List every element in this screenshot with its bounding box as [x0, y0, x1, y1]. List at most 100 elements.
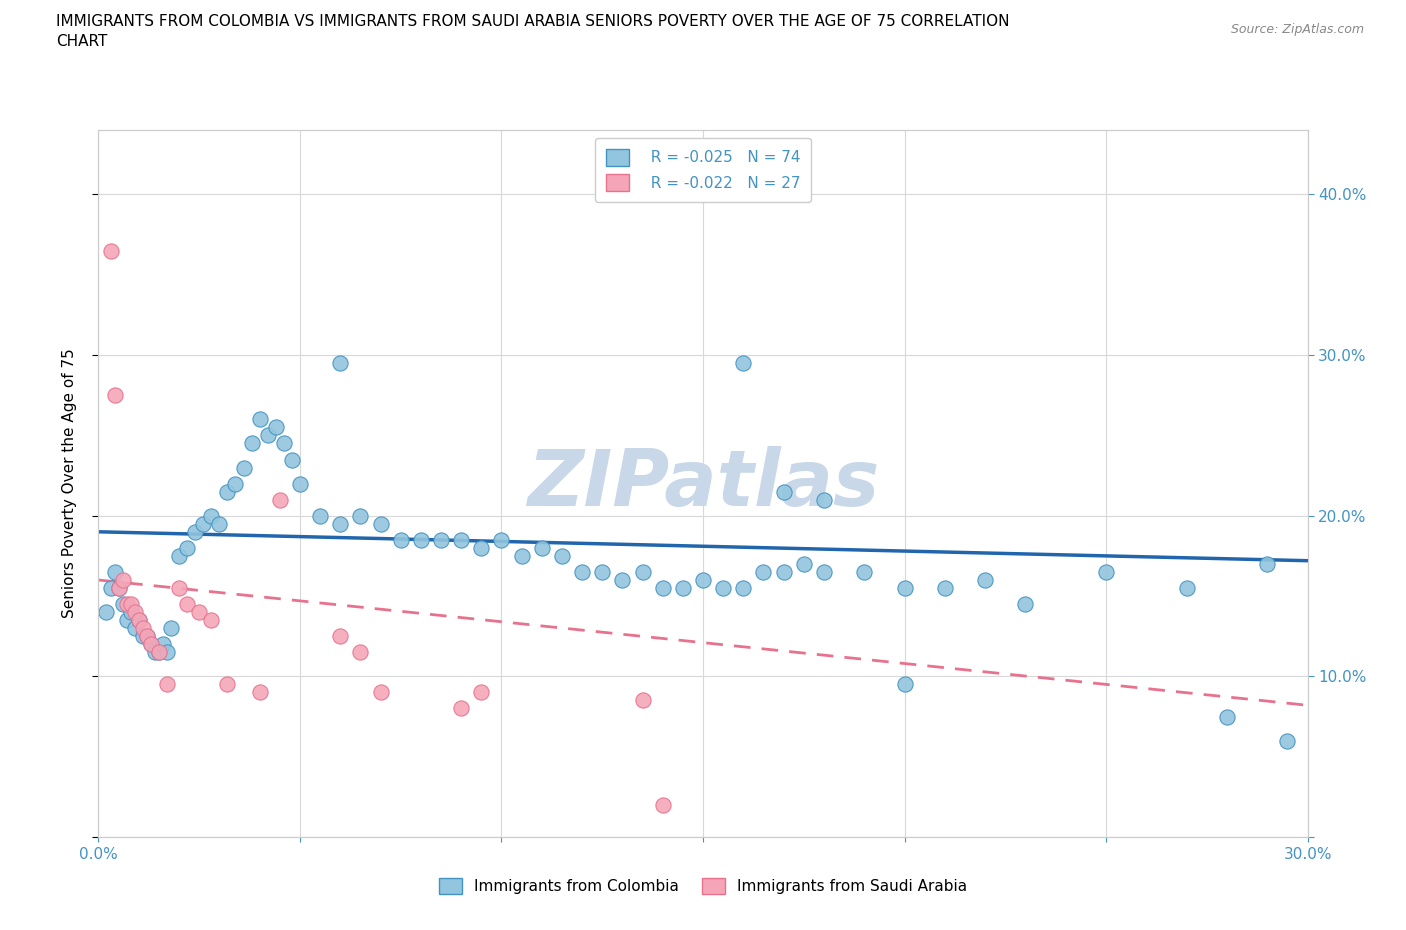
Point — [711, 580, 734, 595]
Point — [934, 580, 956, 595]
Point — [631, 693, 654, 708]
Point — [139, 637, 162, 652]
Point — [631, 565, 654, 579]
Point — [733, 355, 755, 370]
Point — [160, 620, 183, 635]
Point — [128, 613, 150, 628]
Point — [1277, 733, 1299, 748]
Point — [111, 597, 134, 612]
Point — [1256, 556, 1278, 571]
Point — [772, 565, 794, 579]
Point — [409, 532, 432, 547]
Point — [591, 565, 613, 579]
Point — [132, 629, 155, 644]
Point — [1175, 580, 1198, 595]
Point — [329, 355, 352, 370]
Point — [124, 620, 146, 635]
Text: CHART: CHART — [56, 34, 108, 49]
Point — [309, 509, 332, 524]
Point — [349, 644, 371, 659]
Point — [148, 644, 170, 659]
Y-axis label: Seniors Poverty Over the Age of 75: Seniors Poverty Over the Age of 75 — [62, 349, 77, 618]
Point — [389, 532, 412, 547]
Point — [100, 580, 122, 595]
Point — [470, 540, 492, 555]
Point — [329, 629, 352, 644]
Point — [208, 516, 231, 531]
Point — [217, 677, 239, 692]
Point — [200, 613, 222, 628]
Point — [100, 244, 122, 259]
Point — [96, 604, 118, 619]
Point — [450, 701, 472, 716]
Point — [551, 549, 574, 564]
Text: ZIPatlas: ZIPatlas — [527, 445, 879, 522]
Point — [115, 597, 138, 612]
Point — [103, 565, 125, 579]
Point — [651, 580, 673, 595]
Point — [571, 565, 593, 579]
Point — [273, 436, 295, 451]
Point — [135, 629, 157, 644]
Text: IMMIGRANTS FROM COLOMBIA VS IMMIGRANTS FROM SAUDI ARABIA SENIORS POVERTY OVER TH: IMMIGRANTS FROM COLOMBIA VS IMMIGRANTS F… — [56, 14, 1010, 29]
Point — [217, 485, 239, 499]
Point — [156, 677, 179, 692]
Point — [156, 644, 179, 659]
Point — [200, 509, 222, 524]
Point — [135, 629, 157, 644]
Point — [813, 492, 835, 507]
Point — [176, 597, 198, 612]
Point — [120, 604, 142, 619]
Point — [612, 573, 634, 588]
Point — [176, 540, 198, 555]
Point — [188, 604, 211, 619]
Point — [733, 580, 755, 595]
Point — [510, 549, 533, 564]
Point — [1216, 709, 1239, 724]
Point — [143, 644, 166, 659]
Point — [1095, 565, 1118, 579]
Point — [329, 516, 352, 531]
Point — [139, 637, 162, 652]
Point — [752, 565, 775, 579]
Point — [893, 677, 915, 692]
Point — [111, 573, 134, 588]
Point — [491, 532, 513, 547]
Point — [349, 509, 371, 524]
Point — [370, 685, 392, 700]
Point — [370, 516, 392, 531]
Point — [115, 613, 138, 628]
Point — [132, 620, 155, 635]
Point — [232, 460, 254, 475]
Point — [1014, 597, 1036, 612]
Point — [772, 485, 794, 499]
Point — [672, 580, 695, 595]
Point — [167, 580, 190, 595]
Point — [470, 685, 492, 700]
Point — [430, 532, 453, 547]
Point — [240, 436, 263, 451]
Point — [184, 525, 207, 539]
Point — [692, 573, 714, 588]
Point — [288, 476, 311, 491]
Point — [974, 573, 997, 588]
Point — [193, 516, 215, 531]
Point — [853, 565, 876, 579]
Point — [107, 580, 129, 595]
Point — [128, 613, 150, 628]
Point — [152, 637, 174, 652]
Point — [530, 540, 553, 555]
Point — [651, 797, 673, 812]
Point — [256, 428, 278, 443]
Point — [148, 644, 170, 659]
Point — [103, 388, 125, 403]
Point — [249, 412, 271, 427]
Text: Source: ZipAtlas.com: Source: ZipAtlas.com — [1230, 23, 1364, 36]
Point — [120, 597, 142, 612]
Point — [167, 549, 190, 564]
Point — [107, 580, 129, 595]
Point — [450, 532, 472, 547]
Point — [281, 452, 304, 467]
Point — [264, 420, 287, 435]
Point — [124, 604, 146, 619]
